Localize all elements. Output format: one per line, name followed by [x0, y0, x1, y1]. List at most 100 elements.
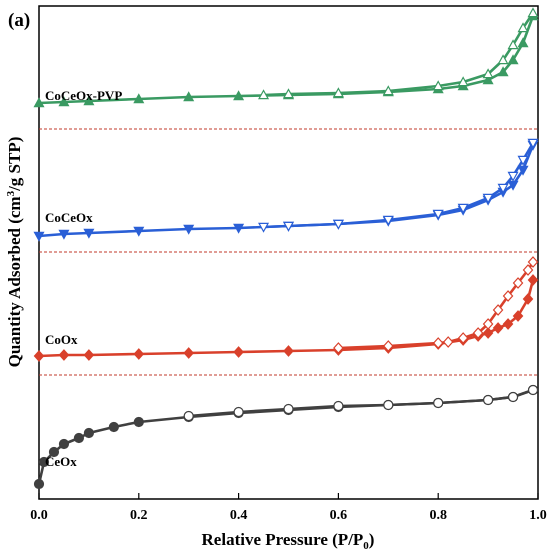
ceox-desorption-point: [283, 403, 294, 415]
coox-adsorption-point: [33, 350, 45, 362]
ceox-desorption-point: [233, 406, 244, 418]
y-axis-label-end: /g STP): [5, 137, 24, 192]
label-coox: CoOx: [45, 332, 78, 347]
x-tick-label: 0.8: [429, 508, 447, 523]
coox-desorption-point: [512, 277, 524, 289]
coceox-pvp-desorption-point: [457, 76, 469, 87]
coceox-pvp-desorption-point: [497, 54, 509, 65]
x-tick-label: 0.0: [30, 508, 48, 523]
coceox-adsorption-point: [517, 165, 529, 176]
label-ceox: CeOx: [45, 454, 77, 469]
coox-desorption-point: [522, 264, 534, 276]
x-tick-label: 0.6: [330, 508, 348, 523]
series-coceox-pvp: [33, 7, 539, 108]
ceox-adsorption-point: [38, 456, 50, 468]
panel-label: (a): [8, 10, 30, 31]
coox-desorption-point: [333, 342, 344, 354]
ceox-desorption-point: [433, 397, 444, 409]
ceox-desorption-point: [507, 391, 519, 403]
series-ceox: [33, 384, 539, 490]
coceox-pvp-adsorption-point: [507, 54, 519, 65]
coceox-pvp-adsorption-point: [58, 96, 70, 107]
coceox-adsorption-point: [183, 224, 195, 235]
coceox-pvp-desorption-point: [332, 87, 344, 98]
ceox-adsorption-point: [83, 427, 95, 439]
coceox-pvp-desorption-point: [282, 88, 295, 99]
coox-desorption-point: [527, 256, 539, 268]
coceox-pvp-desorption-point: [432, 80, 444, 91]
coceox-desorption-point: [497, 183, 509, 194]
coceox-adsorption-point: [133, 226, 145, 237]
coceox-pvp-adsorption-point: [83, 95, 95, 106]
coox-adsorption-point: [492, 322, 504, 334]
coceox-pvp-adsorption-point: [183, 91, 195, 102]
coceox-desorption-point: [507, 171, 519, 182]
coox-adsorption-point: [482, 327, 494, 339]
coceox-desorption-point: [517, 155, 529, 166]
label-cocceox-pvp: CoCeOx-PVP: [45, 88, 122, 103]
ceox-desorption-point: [527, 384, 539, 396]
coceox-adsorption-point: [83, 228, 95, 239]
coceox-pvp-desorption-point: [517, 22, 529, 33]
coox-desorption-point: [492, 304, 504, 316]
coceox-pvp-adsorption-point: [497, 66, 509, 77]
coox-desorption-point: [432, 337, 444, 349]
series-coceox: [33, 138, 539, 242]
y-axis-label: Quantity Adsorbed (cm3/g STP): [5, 137, 24, 368]
coox-adsorption-point: [58, 349, 70, 361]
coceox-desorption-point: [482, 193, 494, 204]
coox-adsorption-point: [527, 274, 539, 286]
coox-adsorption-point: [133, 348, 145, 360]
coceox-adsorption-point: [33, 231, 45, 242]
series-coox: [33, 256, 539, 362]
label-cocceox: CoCeOx: [45, 210, 93, 225]
ceox-adsorption-point: [108, 421, 119, 433]
y-axis-label-superscript: 3: [5, 190, 17, 196]
ceox-adsorption-line: [37, 388, 534, 485]
x-axis-label-end: ): [369, 530, 375, 549]
coceox-pvp-adsorption-point: [517, 37, 529, 48]
x-tick-label: 1.0: [529, 508, 547, 523]
coceox-adsorption-point: [58, 229, 70, 240]
coox-desorption-point: [382, 340, 394, 352]
coox-desorption-point: [442, 336, 454, 348]
ceox-desorption-point: [383, 399, 394, 411]
coceox-desorption-point: [332, 219, 344, 230]
coox-desorption-point: [472, 327, 484, 339]
coceox-pvp-desorption-point: [258, 89, 270, 100]
coox-desorption-line: [338, 261, 535, 350]
x-axis-label: Relative Pressure (P/P0): [202, 530, 375, 552]
coox-adsorption-point: [283, 345, 294, 357]
series-layer: [33, 7, 539, 490]
ceox-adsorption-point: [33, 478, 45, 490]
ceox-adsorption-point: [133, 416, 144, 428]
ceox-adsorption-point: [73, 432, 85, 444]
coceox-pvp-adsorption-point: [33, 97, 45, 108]
coceox-pvp-desorption-point: [482, 68, 494, 79]
coceox-desorption-point: [258, 222, 270, 233]
x-axis-label-subscript: 0: [363, 540, 369, 552]
coceox-adsorption-point: [233, 223, 245, 234]
ceox-adsorption-point: [58, 438, 70, 450]
ceox-adsorption-point: [48, 446, 60, 458]
coox-desorption-point: [482, 318, 494, 330]
coceox-pvp-adsorption-point: [233, 90, 245, 101]
coox-adsorption-point: [522, 293, 534, 305]
coceox-pvp-desorption-point: [507, 39, 519, 50]
coceox-desorption-point: [282, 221, 295, 232]
coox-adsorption-point: [512, 310, 524, 322]
coox-adsorption-point: [183, 347, 195, 359]
coceox-desorption-point: [527, 138, 539, 149]
coox-adsorption-point: [233, 346, 244, 358]
ceox-desorption-point: [333, 400, 344, 412]
coox-desorption-point: [502, 290, 514, 302]
ceox-desorption-point: [483, 394, 494, 406]
coceox-pvp-desorption-point: [527, 7, 539, 18]
coceox-pvp-adsorption-point: [482, 74, 494, 85]
coceox-desorption-line: [263, 142, 535, 229]
coox-desorption-point: [457, 332, 469, 344]
coceox-desorption-point: [457, 203, 469, 214]
coox-adsorption-point: [502, 318, 514, 330]
x-tick-label: 0.2: [130, 508, 148, 523]
x-axis-ticks: 0.0 0.2 0.4 0.6 0.8 1.0: [30, 493, 547, 523]
